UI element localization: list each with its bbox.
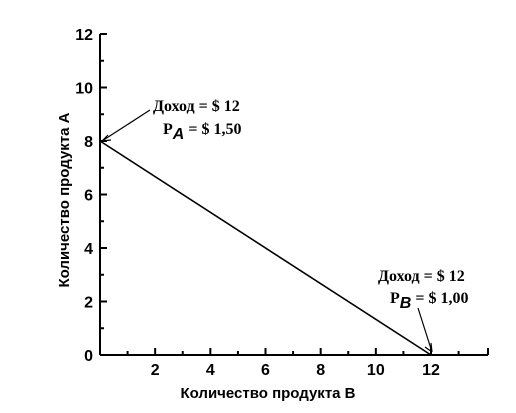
- y-axis-title-main: Количество продукта A: [56, 112, 73, 287]
- x-ticks: 2 4 6 8 10 12: [126, 348, 489, 379]
- annotation-b-line2: PB = $ 1,00: [390, 290, 468, 312]
- x-tick-label: 4: [206, 362, 215, 379]
- x-tick-label: 2: [151, 362, 160, 379]
- annotation-b-arrow: [417, 307, 433, 353]
- x-tick-label: 10: [367, 362, 385, 379]
- x-tick-label: 12: [422, 362, 440, 379]
- y-tick-label: 8: [84, 134, 93, 151]
- budget-line: [99, 140, 432, 356]
- x-tick-label: 6: [261, 362, 270, 379]
- annotation-a: Доход = $ 12 PA = $ 1,50: [101, 98, 241, 143]
- series-layer: [99, 140, 432, 356]
- annotation-a-line1: Доход = $ 12: [153, 98, 240, 115]
- y-tick-label: 0: [84, 348, 93, 365]
- x-axis-title-main: Количество продукта B: [180, 385, 355, 402]
- y-ticks: 0 2 4 6 8 10 12: [75, 27, 107, 365]
- y-tick-label: 10: [75, 81, 93, 98]
- annotation-a-line2: PA = $ 1,50: [163, 121, 241, 143]
- y-axis-title: Количество продукта A: [56, 112, 73, 287]
- annotation-a-arrow: [101, 109, 151, 142]
- annotation-b-line1: Доход = $ 12: [378, 268, 465, 285]
- x-axis-title: Количество продукта B: [180, 385, 355, 402]
- x-tick-label: 8: [316, 362, 325, 379]
- annotation-b: Доход = $ 12 PB = $ 1,00: [378, 268, 468, 353]
- y-tick-label: 2: [84, 295, 93, 312]
- y-tick-label: 12: [75, 27, 93, 44]
- y-tick-label: 6: [84, 188, 93, 205]
- y-tick-label: 4: [84, 241, 93, 258]
